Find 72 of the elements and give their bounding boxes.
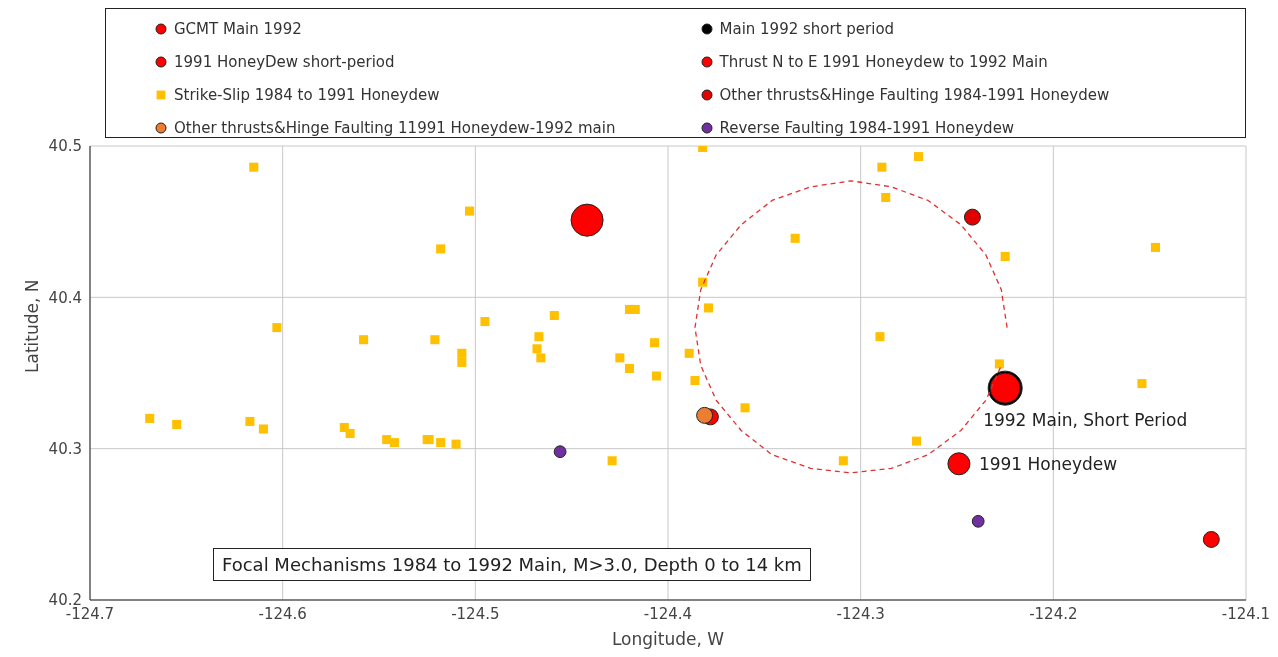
legend-label: Thrust N to E 1991 Honeydew to 1992 Main — [719, 52, 1048, 71]
point — [172, 419, 182, 429]
point — [913, 152, 923, 162]
point — [436, 244, 446, 254]
point — [451, 439, 461, 449]
x-tick-label: -124.1 — [1221, 604, 1271, 623]
point — [457, 357, 467, 367]
point — [649, 338, 660, 348]
point — [651, 371, 661, 381]
point — [570, 203, 604, 237]
point — [875, 332, 885, 342]
point — [994, 359, 1004, 369]
point — [382, 435, 392, 445]
x-tick-label: -124.4 — [643, 604, 693, 623]
point — [436, 438, 446, 448]
point — [971, 514, 985, 528]
legend-label: Main 1992 short period — [719, 19, 895, 38]
point — [838, 456, 848, 466]
point — [684, 348, 694, 358]
point — [534, 332, 544, 342]
point — [549, 310, 559, 321]
legend-label: Strike-Slip 1984 to 1991 Honeydew — [174, 85, 440, 104]
y-axis-title: Latitude, N — [22, 279, 43, 373]
point — [145, 413, 155, 423]
point — [607, 456, 617, 466]
point — [881, 192, 891, 202]
point — [553, 445, 567, 459]
point — [345, 429, 355, 439]
x-tick-label: -124.2 — [1029, 604, 1078, 623]
point — [258, 424, 268, 434]
point — [703, 303, 713, 313]
annotation: Focal Mechanisms 1984 to 1992 Main, M>3.0, Depth 0 to 14 km — [213, 548, 811, 581]
point — [740, 403, 750, 413]
point — [465, 206, 475, 216]
point — [630, 304, 640, 314]
x-tick-label: -124.6 — [258, 604, 307, 623]
y-tick-label: 40.5 — [48, 137, 82, 156]
annotation: 1991 Honeydew — [978, 453, 1118, 474]
x-tick-label: -124.5 — [451, 604, 500, 623]
point — [532, 344, 542, 354]
point — [1000, 251, 1010, 261]
point — [430, 335, 440, 345]
legend-label: Reverse Faulting 1984-1991 Honeydew — [719, 118, 1015, 137]
point — [912, 436, 922, 446]
legend-label: Other thrusts&Hinge Faulting 11991 Honeydew-1992 main — [174, 118, 616, 137]
point — [1137, 379, 1147, 389]
y-tick-label: 40.4 — [48, 288, 82, 307]
legend-label: Other thrusts&Hinge Faulting 1984-1991 Honeydew — [719, 85, 1110, 104]
point — [947, 452, 971, 476]
point — [790, 233, 800, 243]
point — [1150, 242, 1160, 252]
point — [359, 335, 369, 345]
x-axis-title: Longitude, W — [611, 629, 725, 649]
point — [389, 438, 399, 448]
point — [877, 162, 887, 172]
x-tick-label: -124.3 — [836, 604, 885, 623]
point — [624, 363, 634, 373]
point — [1202, 530, 1220, 548]
point — [536, 353, 546, 363]
point — [272, 323, 282, 333]
point — [245, 416, 255, 426]
point — [696, 406, 714, 424]
point — [615, 353, 625, 363]
point — [480, 317, 490, 327]
annotation: 1992 Main, Short Period — [983, 410, 1188, 431]
y-tick-label: 40.3 — [48, 439, 82, 458]
point — [690, 376, 700, 386]
point — [249, 162, 259, 172]
point — [457, 348, 467, 358]
legend-label: 1991 HoneyDew short-period — [174, 52, 395, 71]
legend-label: GCMT Main 1992 — [174, 19, 302, 38]
point — [963, 208, 981, 226]
